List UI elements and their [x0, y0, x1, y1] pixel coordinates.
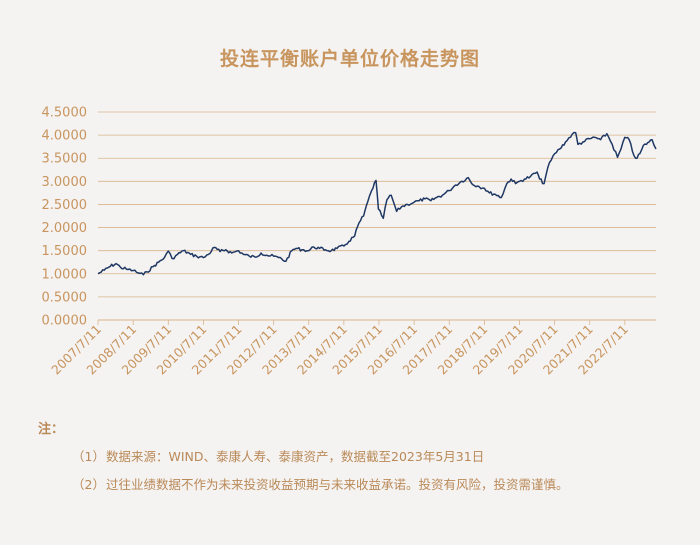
series-layer [97, 131, 657, 276]
y-tick-label: 4.5000 [42, 106, 88, 121]
y-tick-label: 1.5000 [42, 244, 88, 259]
y-tick-label: 2.5000 [42, 198, 88, 213]
y-tick-label: 3.5000 [42, 152, 88, 167]
y-tick-label: 4.0000 [42, 129, 88, 144]
line-chart: 0.0000 0.5000 1.0000 1.5000 2.0000 2.5000 3.00… [42, 106, 657, 377]
y-tick-label: 0.0000 [42, 314, 88, 329]
y-tick-label: 1.0000 [42, 267, 88, 282]
y-axis-tick-labels: 0.0000 0.5000 1.0000 1.5000 2.0000 2.5000 3.00… [42, 106, 88, 329]
note-2-text: 过往业绩数据不作为未来投资收益预期与未来收益承诺。投资有风险，投资需谨慎。 [106, 477, 569, 492]
chart-title: 投连平衡账户单位价格走势图 [219, 48, 480, 70]
y-tick-label: 0.5000 [42, 290, 88, 305]
notes-section: 注： （1）数据来源：WIND、泰康人寿、泰康资产，数据截至2023年5月31日… [38, 418, 569, 502]
note-1: （1）数据来源：WIND、泰康人寿、泰康资产，数据截至2023年5月31日 [72, 446, 569, 465]
note-2-number: （2） [72, 477, 105, 492]
note-1-text: 数据来源：WIND、泰康人寿、泰康资产，数据截至2023年5月31日 [106, 449, 485, 464]
x-axis: 2007/7/112008/7/112009/7/112010/7/112011… [48, 320, 631, 377]
y-tick-label: 2.0000 [42, 221, 88, 236]
series-line-0 [97, 131, 657, 276]
y-tick-label: 3.0000 [42, 175, 88, 190]
note-1-number: （1） [72, 449, 105, 464]
note-2: （2）过往业绩数据不作为未来投资收益预期与未来收益承诺。投资有风险，投资需谨慎。 [72, 474, 569, 493]
grid-lines [98, 111, 656, 321]
notes-heading: 注： [38, 422, 65, 437]
